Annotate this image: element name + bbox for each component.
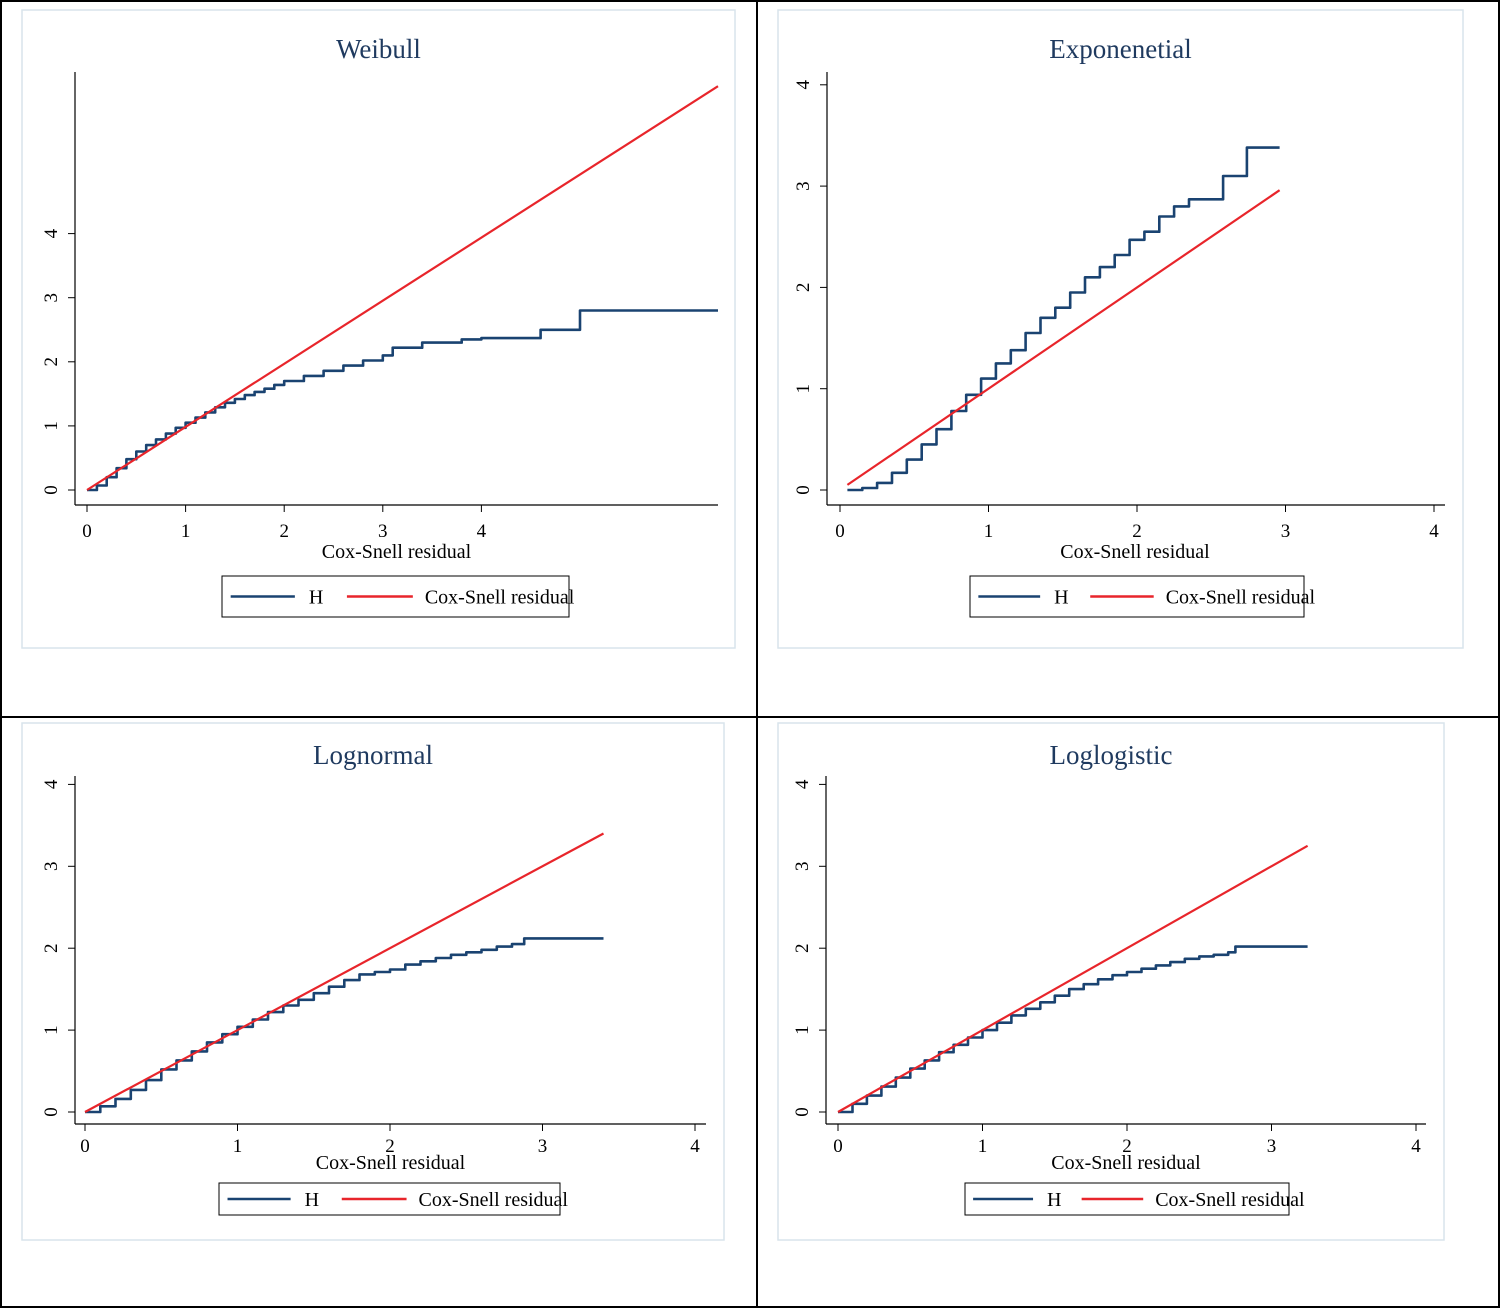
y-tick-label: 3 (41, 862, 62, 872)
panel-lognormal: Lognormal 0 1 2 3 4 0 1 2 3 4 Cox-Snell residual H Co… (21, 722, 725, 1241)
y-tick-label: 2 (793, 283, 814, 293)
y-tick-label: 4 (41, 779, 62, 789)
x-tick-label: 1 (984, 521, 994, 542)
y-tick-label: 3 (793, 181, 814, 191)
panel-loglogistic: Loglogistic 0 1 2 3 4 0 1 2 3 4 Cox-Snell residual H… (777, 722, 1445, 1241)
y-tick-label: 1 (792, 1025, 813, 1035)
y-tick-label: 1 (793, 384, 814, 394)
y-tick-label: 2 (41, 357, 62, 367)
x-tick-label: 2 (385, 1136, 395, 1157)
x-tick-label: 2 (1122, 1136, 1132, 1157)
legend-label-cox-snell: Cox-Snell residual (419, 1189, 569, 1211)
chart-title: Exponenetial (1049, 34, 1191, 64)
x-tick-label: 2 (279, 521, 289, 542)
series-line-cox-snell (846, 189, 1281, 486)
x-tick-label: 1 (978, 1136, 988, 1157)
y-tick-label: 3 (41, 293, 62, 303)
y-tick-label: 2 (792, 943, 813, 953)
x-axis-label: Cox-Snell residual (1060, 541, 1210, 563)
x-tick-label: 1 (181, 521, 191, 542)
panel-border (21, 9, 736, 649)
y-tick-label: 4 (792, 779, 813, 789)
panel-border (21, 722, 725, 1241)
series-line-cox-snell (86, 85, 719, 491)
series-line-h (87, 309, 718, 492)
series-line-h (847, 146, 1280, 492)
x-tick-label: 0 (835, 521, 845, 542)
series-line-h (85, 937, 604, 1114)
chart-title: Lognormal (313, 740, 433, 770)
x-tick-label: 4 (477, 521, 487, 542)
chart-title: Loglogistic (1050, 740, 1173, 770)
x-axis-label: Cox-Snell residual (322, 541, 472, 563)
x-tick-label: 3 (538, 1136, 548, 1157)
x-tick-label: 4 (690, 1136, 700, 1157)
x-tick-label: 3 (1267, 1136, 1277, 1157)
y-tick-label: 0 (41, 1107, 62, 1117)
y-tick-label: 2 (41, 943, 62, 953)
y-tick-label: 0 (793, 485, 814, 495)
x-axis-label: Cox-Snell residual (316, 1152, 466, 1174)
y-tick-label: 0 (792, 1107, 813, 1117)
legend-label-cox-snell: Cox-Snell residual (425, 587, 575, 609)
panel-border (777, 9, 1464, 649)
x-tick-label: 0 (833, 1136, 843, 1157)
legend-label-cox-snell: Cox-Snell residual (1155, 1189, 1305, 1211)
y-tick-label: 1 (41, 1025, 62, 1035)
series-line-h (838, 945, 1308, 1114)
x-axis-label: Cox-Snell residual (1051, 1152, 1201, 1174)
x-tick-label: 4 (1429, 521, 1439, 542)
y-tick-label: 4 (793, 80, 814, 90)
x-tick-label: 0 (82, 521, 92, 542)
x-tick-label: 3 (1281, 521, 1291, 542)
series-line-cox-snell (84, 832, 605, 1113)
x-tick-label: 4 (1411, 1136, 1421, 1157)
legend-label-h: H (1047, 1189, 1061, 1211)
x-tick-label: 2 (1132, 521, 1142, 542)
chart-title: Weibull (336, 34, 421, 64)
series-line-cox-snell (837, 844, 1309, 1113)
x-tick-label: 0 (80, 1136, 90, 1157)
y-tick-label: 0 (41, 485, 62, 495)
legend-label-h: H (309, 587, 323, 609)
panel-border (777, 722, 1445, 1241)
y-tick-label: 4 (41, 228, 62, 238)
legend-label-h: H (1054, 587, 1068, 609)
x-tick-label: 3 (378, 521, 388, 542)
panel-exponential: Exponenetial 0 1 2 3 4 0 1 2 3 4 Cox-Snell residual… (777, 9, 1464, 649)
y-tick-label: 3 (792, 862, 813, 872)
legend-label-cox-snell: Cox-Snell residual (1166, 587, 1316, 609)
y-tick-label: 1 (41, 421, 62, 431)
legend-label-h: H (305, 1189, 319, 1211)
x-tick-label: 1 (233, 1136, 243, 1157)
